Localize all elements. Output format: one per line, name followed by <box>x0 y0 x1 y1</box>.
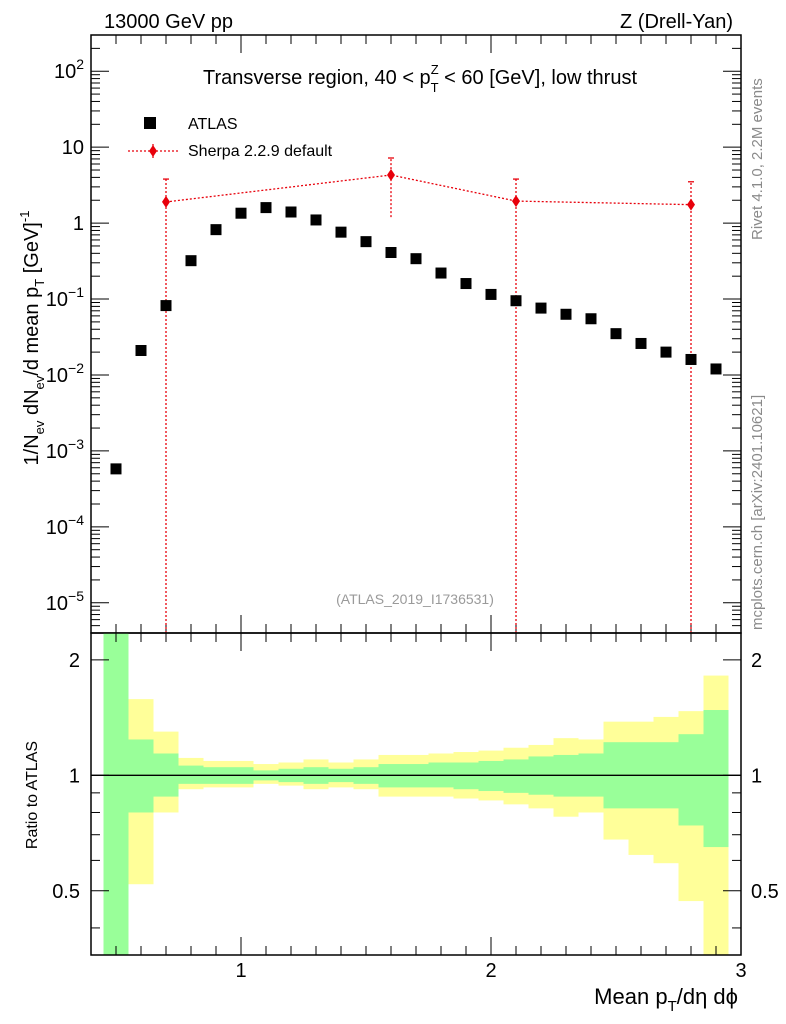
header-right: Z (Drell-Yan) <box>620 11 733 33</box>
ratio-x-tick-labels: 1 2 3 <box>235 960 746 982</box>
main-panel: 10−5 10−4 10−3 10−2 10−1 1 10 102 Transverse re… <box>17 34 742 634</box>
atlas-point <box>410 253 422 265</box>
ratio-y-tick-label-right: 1 <box>751 765 762 787</box>
y-tick-label: 10−4 <box>46 512 84 539</box>
ratio-y-label: Ratio to ATLAS <box>24 741 41 849</box>
y-tick-label: 10−2 <box>46 360 84 387</box>
atlas-point <box>685 353 697 365</box>
ratio-y-tick-label: 0.5 <box>52 881 80 903</box>
ratio-frame <box>90 632 742 956</box>
atlas-point <box>585 313 597 325</box>
title-sub: T <box>431 80 439 95</box>
rivet-label: Rivet 4.1.0, 2.2M events <box>749 78 766 240</box>
sherpa-point <box>162 195 170 208</box>
atlas-point <box>610 328 622 340</box>
atlas-series <box>110 202 722 475</box>
band-bin <box>103 633 129 955</box>
x-tick-label: 3 <box>735 960 746 982</box>
x-axis-label: Mean pT/dη dϕ <box>594 984 738 1015</box>
band-bin <box>703 710 729 848</box>
band-bin <box>128 739 154 813</box>
atlas-point <box>210 224 222 236</box>
atlas-point <box>535 302 547 314</box>
atlas-point <box>160 300 172 312</box>
y-tick-label: 102 <box>54 56 84 83</box>
title-part1: Transverse region, 40 < p <box>203 67 431 89</box>
band-bin <box>478 760 504 792</box>
ratio-y-tick-label: 1 <box>69 765 80 787</box>
atlas-point <box>135 345 147 357</box>
sherpa-line <box>165 174 692 206</box>
atlas-point <box>635 337 647 349</box>
legend-atlas-marker <box>144 117 156 129</box>
mcplots-label: mcplots.cern.ch [arXiv:2401.10621] <box>749 395 766 630</box>
sherpa-point <box>687 198 695 211</box>
atlas-point <box>110 463 122 475</box>
header-left: 13000 GeV pp <box>104 11 233 33</box>
y-tick-label: 10−1 <box>46 284 84 311</box>
title-sup: Z <box>431 62 439 77</box>
x-tick-label: 2 <box>485 960 496 982</box>
main-y-label: 1/Nev dNev/d mean pT [GeV]-1 <box>17 211 47 466</box>
atlas-point <box>235 207 247 219</box>
ratio-panel: 0.5 0.5 1 1 2 2 1 2 3 Ratio to ATLAS Mean pT/dη… <box>24 632 779 1015</box>
x-tick-label: 1 <box>235 960 246 982</box>
band-bin <box>503 759 529 793</box>
atlas-point <box>710 363 722 375</box>
atlas-point <box>660 346 672 358</box>
y-tick-label: 1 <box>73 213 84 235</box>
ratio-y-tick-label-right: 0.5 <box>751 881 779 903</box>
atlas-point <box>485 288 497 300</box>
atlas-point <box>310 214 322 226</box>
analysis-reference: (ATLAS_2019_I1736531) <box>336 591 494 607</box>
y-tick-label: 10−3 <box>46 436 84 463</box>
atlas-point <box>510 295 522 307</box>
atlas-point <box>260 202 272 214</box>
y-tick-label: 10 <box>62 137 84 159</box>
legend-sherpa-label: Sherpa 2.2.9 default <box>188 143 333 160</box>
y-tick-label: 10−5 <box>46 588 84 615</box>
sherpa-series <box>162 157 695 633</box>
band-bin <box>678 734 704 826</box>
legend-sherpa-marker <box>149 145 157 157</box>
atlas-point <box>435 267 447 279</box>
title-part2: < 60 [GeV], low thrust <box>439 67 638 89</box>
main-title: Transverse region, 40 < pZ T < 60 [GeV], … <box>203 62 637 95</box>
atlas-point <box>560 308 572 320</box>
atlas-point <box>335 226 347 238</box>
atlas-point <box>185 255 197 267</box>
sherpa-point <box>387 168 395 181</box>
legend-atlas-label: ATLAS <box>188 116 238 133</box>
atlas-point <box>460 278 472 290</box>
sherpa-point <box>512 195 520 208</box>
atlas-point <box>285 206 297 218</box>
atlas-point <box>360 236 372 248</box>
ratio-y-tick-labels: 0.5 0.5 1 1 2 2 <box>52 650 779 903</box>
atlas-point <box>385 247 397 259</box>
ratio-y-tick-label-right: 2 <box>751 650 762 672</box>
main-y-tick-labels: 10−5 10−4 10−3 10−2 10−1 1 10 102 <box>46 56 84 615</box>
ratio-y-tick-label: 2 <box>69 650 80 672</box>
